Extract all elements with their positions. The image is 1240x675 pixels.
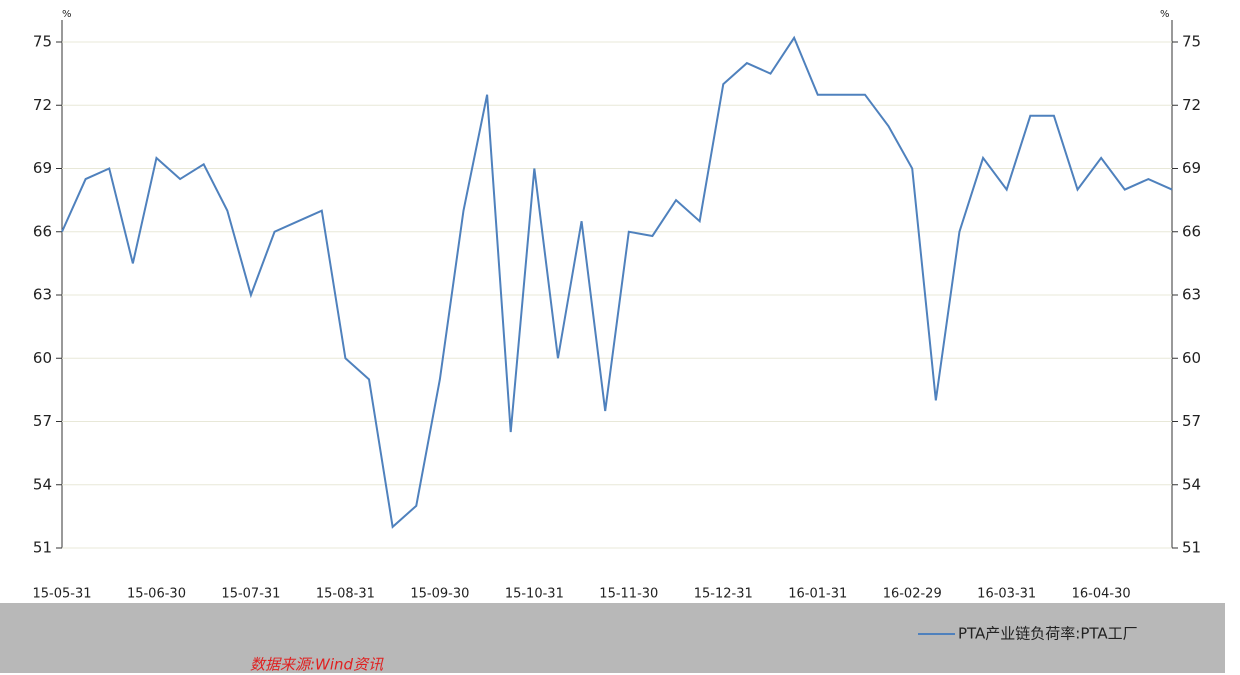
y2-tick-label: 54 — [1182, 475, 1201, 493]
y2-tick-label: 51 — [1182, 539, 1201, 557]
x-tick-label: 16-03-31 — [977, 587, 1036, 602]
y-tick-label: 51 — [33, 539, 52, 557]
x-tick-label: 16-02-29 — [883, 587, 942, 602]
y2-tick-label: 72 — [1182, 96, 1201, 114]
y2-tick-label: 75 — [1182, 33, 1201, 51]
x-tick-label: 16-01-31 — [788, 587, 847, 602]
y-tick-label: 69 — [33, 159, 52, 177]
x-tick-label: 15-09-30 — [410, 587, 469, 602]
x-tick-label: 15-07-31 — [221, 587, 280, 602]
y-tick-label: 75 — [33, 33, 52, 51]
y-unit: % — [62, 9, 72, 20]
data-line — [61, 35, 1173, 529]
legend-band — [0, 603, 1225, 673]
y2-tick-label: 63 — [1182, 286, 1201, 304]
y-tick-label: 72 — [33, 96, 52, 114]
y2-tick-label: 66 — [1182, 222, 1201, 240]
y-tick-label: 54 — [33, 475, 52, 493]
y2-unit: % — [1160, 9, 1170, 20]
x-tick-label: 15-10-31 — [505, 587, 564, 602]
x-tick-label: 15-05-31 — [32, 587, 91, 602]
x-tick-label: 15-11-30 — [599, 587, 658, 602]
x-tick-label: 15-08-31 — [316, 587, 375, 602]
y-tick-label: 63 — [33, 286, 52, 304]
y-tick-label: 60 — [33, 349, 52, 367]
y-tick-label: 66 — [33, 222, 52, 240]
y2-tick-label: 69 — [1182, 159, 1201, 177]
y2-tick-label: 57 — [1182, 412, 1201, 430]
legend-label: PTA产业链负荷率:PTA工厂 — [958, 625, 1138, 643]
y2-tick-label: 60 — [1182, 349, 1201, 367]
y-tick-label: 57 — [33, 412, 52, 430]
source-note: 数据来源:Wind资讯 — [250, 656, 384, 674]
x-tick-label: 15-06-30 — [127, 587, 186, 602]
x-tick-label: 15-12-31 — [694, 587, 753, 602]
x-tick-label: 16-04-30 — [1072, 587, 1131, 602]
